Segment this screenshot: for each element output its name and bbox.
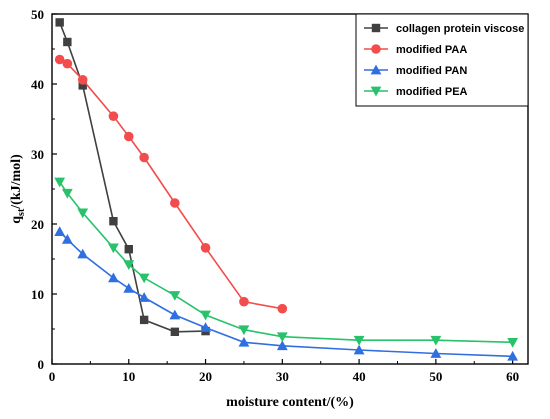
data-point	[276, 332, 288, 343]
data-point	[78, 81, 87, 90]
series-3	[54, 226, 519, 361]
data-point	[138, 292, 150, 302]
x-tick-label: 0	[49, 369, 56, 384]
y-axis-title-main: q	[9, 216, 24, 224]
y-tick-label: 30	[31, 147, 44, 162]
x-axis-title: moisture content/(%)	[226, 395, 354, 410]
data-point	[123, 260, 135, 270]
legend-swatch-marker	[370, 64, 382, 75]
y-axis-title: qst/(kJ/mol)	[9, 154, 27, 224]
data-point	[139, 152, 149, 163]
data-point	[61, 234, 73, 244]
y-tick-label: 50	[31, 7, 44, 22]
data-point	[238, 325, 250, 336]
data-point	[430, 348, 442, 358]
legend: collagen protein viscose modified PAA modi…	[355, 13, 529, 107]
data-point	[63, 37, 72, 47]
data-point	[430, 335, 442, 346]
data-point	[77, 208, 89, 219]
data-point	[108, 272, 119, 283]
x-tick-label: 40	[353, 369, 366, 384]
data-point	[353, 344, 365, 355]
data-point	[170, 198, 180, 208]
series-layer	[54, 18, 519, 361]
x-tick-label: 50	[429, 369, 442, 384]
data-point	[200, 310, 211, 321]
data-point	[239, 296, 249, 307]
y-axis-title-rest: /(kJ/mol)	[9, 154, 24, 210]
data-point	[169, 309, 181, 320]
legend-label: modified PAN	[396, 65, 467, 77]
data-point	[108, 111, 119, 121]
series-line	[58, 22, 206, 333]
legend-label: collagen protein viscose	[396, 23, 524, 35]
data-point	[123, 131, 134, 142]
series-2	[54, 54, 288, 314]
y-axis-title-subscript: st	[16, 208, 27, 216]
data-point	[276, 340, 288, 351]
data-point	[353, 335, 365, 346]
legend-label: modified PEA	[396, 86, 468, 98]
data-point	[77, 75, 88, 85]
series-4	[54, 177, 519, 348]
y-tick-label: 40	[31, 77, 44, 92]
legend-entry: modified PEA	[364, 86, 468, 98]
legend-swatch-marker	[371, 44, 381, 54]
data-point	[54, 54, 65, 65]
x-tick-label: 30	[276, 369, 289, 384]
data-point	[54, 177, 66, 188]
x-tick-label: 60	[506, 369, 519, 384]
data-point	[54, 226, 66, 237]
legend-entry: modified PAA	[364, 44, 467, 56]
data-point	[200, 243, 211, 253]
series-1	[55, 18, 210, 336]
data-point	[109, 217, 118, 226]
data-point	[124, 245, 133, 254]
data-point	[277, 303, 288, 314]
x-tick-label: 20	[199, 369, 212, 384]
y-tick-label: 10	[31, 287, 44, 302]
data-point	[123, 283, 135, 293]
axis-ticks: 0 10 20 30 40 50 60 0 10 20 30 40 50	[31, 7, 519, 384]
data-point	[55, 18, 64, 27]
data-point	[170, 327, 180, 336]
data-point	[139, 315, 149, 325]
data-point	[169, 291, 181, 301]
data-point	[62, 58, 73, 69]
y-tick-label: 20	[31, 217, 44, 232]
legend-swatch-marker	[370, 86, 382, 97]
data-point	[77, 248, 89, 259]
data-point	[61, 188, 73, 199]
data-point	[507, 337, 519, 348]
y-tick-label: 0	[38, 357, 45, 372]
legend-swatch-marker	[371, 23, 381, 33]
legend-label: modified PAA	[396, 44, 467, 56]
data-point	[238, 336, 250, 347]
data-point	[138, 273, 150, 284]
data-point	[108, 243, 119, 254]
series-line	[59, 58, 283, 310]
legend-entry: collagen protein viscose	[364, 23, 524, 35]
x-tick-label: 10	[122, 369, 135, 384]
data-point	[507, 350, 519, 361]
data-point	[200, 322, 211, 332]
legend-entry: modified PAN	[364, 64, 467, 77]
